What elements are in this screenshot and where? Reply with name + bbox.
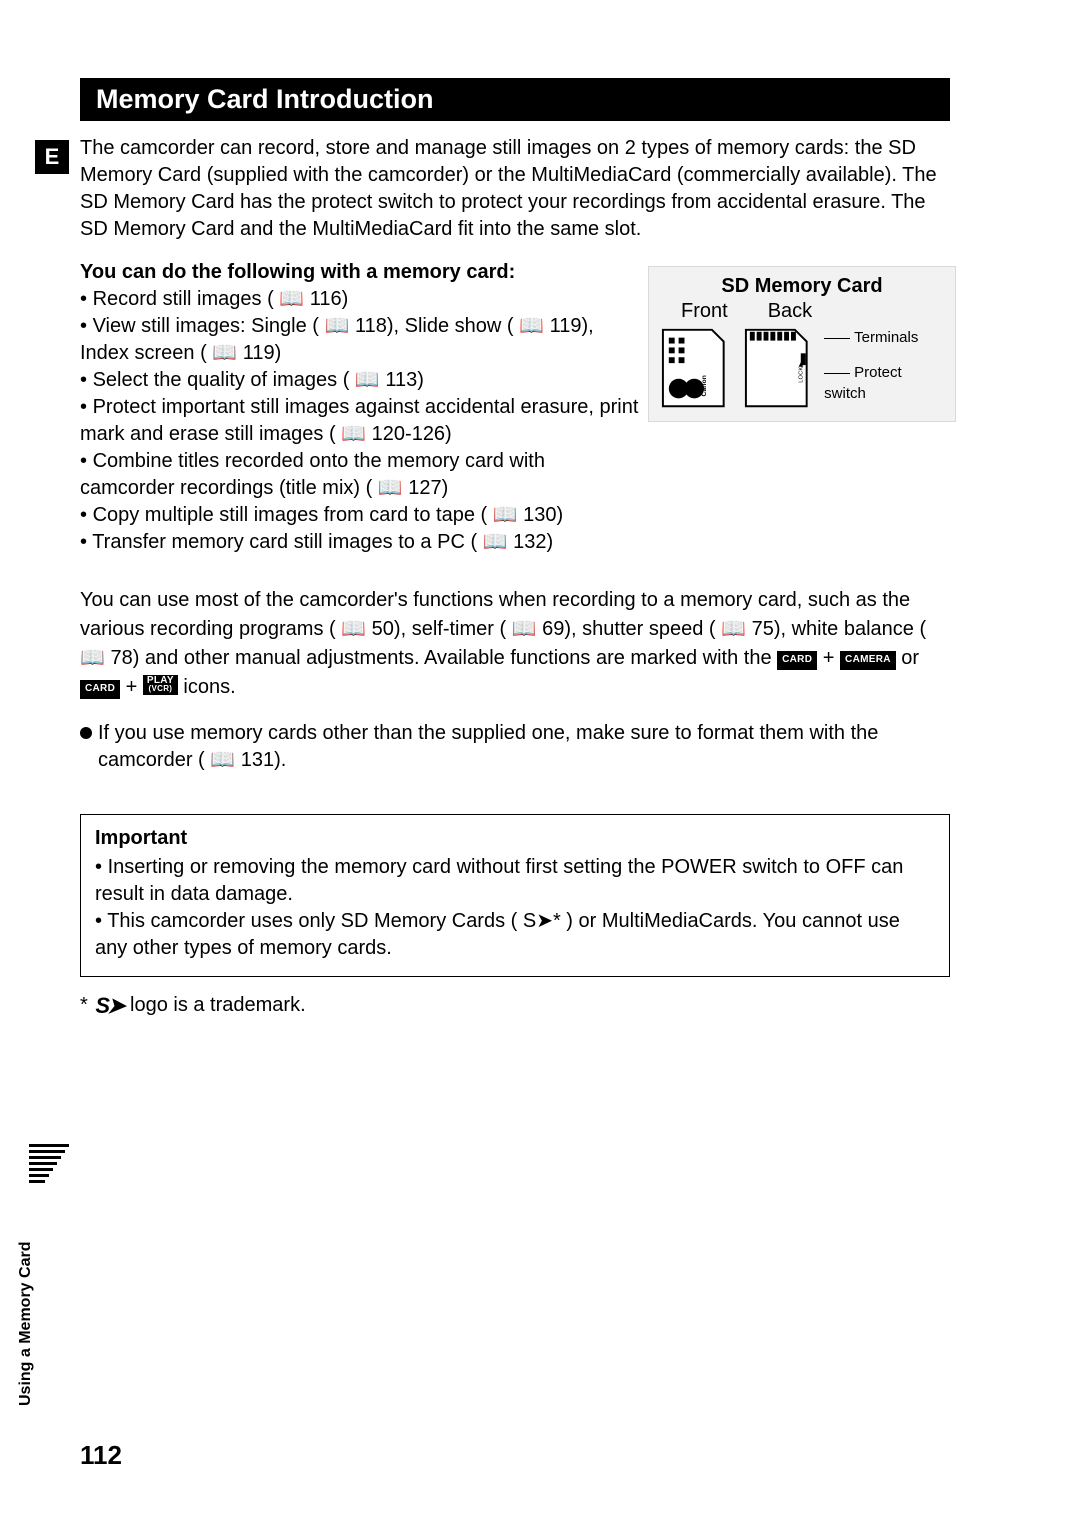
svg-text:LOCK▶: LOCK▶ <box>798 362 804 383</box>
page-content: E Memory Card Introduction The camcorder… <box>80 78 950 1019</box>
page-number: 112 <box>80 1440 122 1471</box>
terminals-label: Terminals <box>824 327 945 348</box>
features-heading: You can do the following with a memory c… <box>80 261 640 284</box>
decorative-bars-icon <box>29 1144 69 1186</box>
list-item: Transfer memory card still images to a P… <box>80 529 640 556</box>
list-item: View still images: Single ( 📖 118), Slid… <box>80 313 640 367</box>
list-item: This camcorder uses only SD Memory Cards… <box>95 908 935 962</box>
important-heading: Important <box>95 825 935 852</box>
trademark-footnote: * S➤ logo is a trademark. <box>80 993 950 1019</box>
section-title: Memory Card Introduction <box>80 78 950 121</box>
intro-paragraph: The camcorder can record, store and mana… <box>80 135 950 243</box>
play-vcr-mode-badge: PLAY(VCR) <box>143 675 178 695</box>
card-mode-badge: CARD <box>80 680 120 699</box>
sd-logo-icon: S➤ <box>95 993 122 1019</box>
list-item: Select the quality of images ( 📖 113) <box>80 367 640 394</box>
sd-card-back-icon: LOCK▶ <box>742 327 811 411</box>
list-item: Combine titles recorded onto the memory … <box>80 448 640 502</box>
format-note: If you use memory cards other than the s… <box>80 720 950 774</box>
list-item: Record still images ( 📖 116) <box>80 286 640 313</box>
svg-text:Canon: Canon <box>701 375 708 396</box>
sd-card-front-icon: Canon <box>659 327 728 411</box>
bullet-icon <box>80 727 92 739</box>
sd-card-figure: SD Memory Card Front Back Canon <box>648 266 956 422</box>
list-item: Protect important still images against a… <box>80 394 640 448</box>
protect-switch-label: Protect switch <box>824 362 945 404</box>
list-item: Inserting or removing the memory card wi… <box>95 854 935 908</box>
figure-title: SD Memory Card <box>659 275 945 298</box>
front-label: Front <box>681 300 728 323</box>
back-label: Back <box>768 300 812 323</box>
functions-paragraph: You can use most of the camcorder's func… <box>80 586 950 702</box>
camera-mode-badge: CAMERA <box>840 651 896 670</box>
important-box: Important Inserting or removing the memo… <box>80 814 950 977</box>
chapter-side-label: Using a Memory Card <box>17 1242 35 1406</box>
card-mode-badge: CARD <box>777 651 817 670</box>
feature-list: Record still images ( 📖 116) View still … <box>80 286 640 556</box>
language-badge: E <box>35 140 69 174</box>
list-item: Copy multiple still images from card to … <box>80 502 640 529</box>
